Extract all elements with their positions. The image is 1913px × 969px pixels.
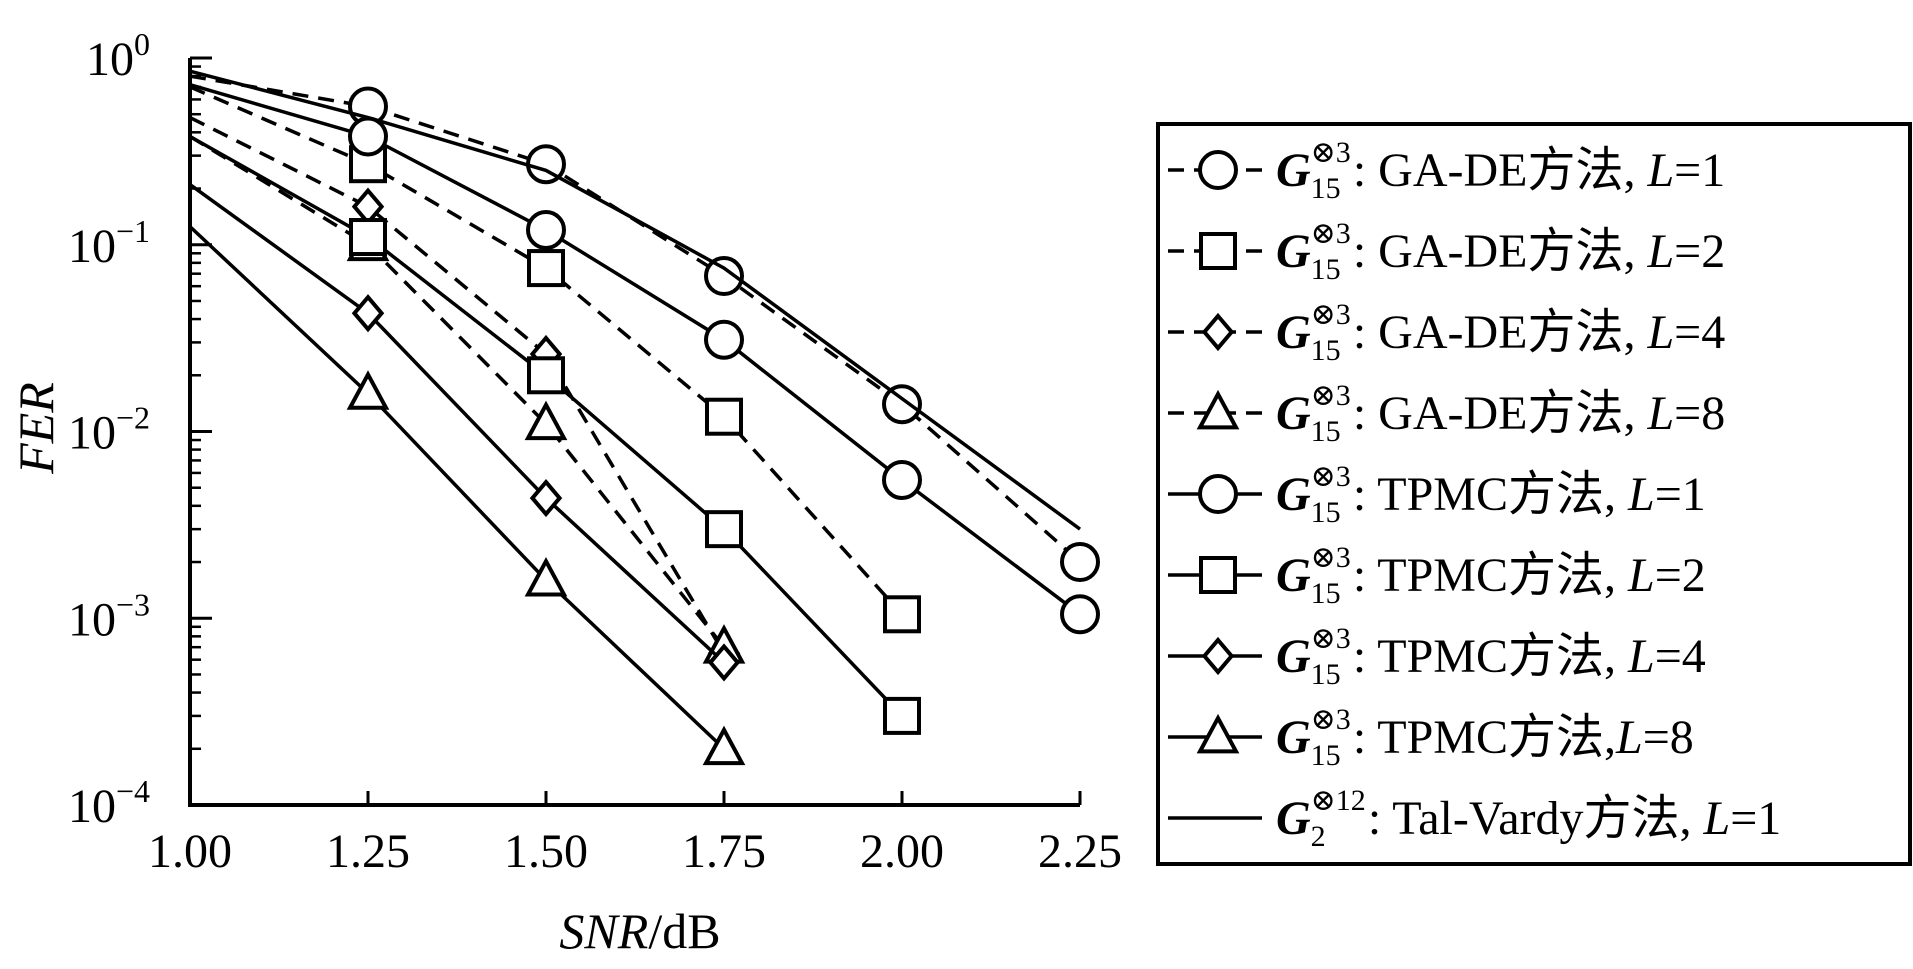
legend-item: G15⊗3: GA-DE方法, L=1 [1168, 136, 1725, 205]
series-line [189, 82, 1082, 616]
series-1 [189, 74, 1100, 583]
data-point-triangle [524, 557, 568, 597]
series-7 [188, 183, 741, 682]
data-point-triangle [702, 725, 746, 766]
legend-label: G15⊗3: TPMC方法, L=1 [1276, 460, 1706, 529]
data-point-circle [1060, 594, 1100, 635]
series-4 [189, 134, 746, 664]
data-point-square [705, 397, 743, 436]
x-tick-label: 1.75 [682, 825, 766, 878]
legend-item: G15⊗3: TPMC方法, L=2 [1168, 541, 1706, 610]
series-line [188, 183, 726, 664]
data-point-circle [1060, 542, 1100, 583]
data-point-square [1199, 556, 1237, 594]
series-2 [189, 85, 921, 634]
legend-label: G2⊗12: Tal-Vardy方法, L=1 [1276, 784, 1781, 853]
series-line [189, 74, 1082, 564]
legend-label: G15⊗3: GA-DE方法, L=8 [1276, 379, 1725, 448]
series-6 [189, 134, 921, 735]
data-point-circle [348, 116, 388, 157]
data-point-circle [704, 256, 744, 297]
legend-box [1156, 122, 1912, 866]
data-point-diamond [1201, 636, 1235, 676]
data-point-circle [882, 459, 922, 500]
legend-label: G15⊗3: TPMC方法, L=4 [1276, 622, 1706, 691]
legend-label: G15⊗3: TPMC方法,L=8 [1276, 703, 1694, 772]
x-tick-label: 1.25 [326, 825, 410, 878]
legend-label: G15⊗3: TPMC方法, L=2 [1276, 541, 1706, 610]
data-point-square [883, 696, 921, 735]
data-point-circle [1198, 150, 1238, 190]
x-tick-label: 1.50 [504, 825, 588, 878]
legend-label: G15⊗3: GA-DE方法, L=2 [1276, 217, 1725, 286]
legend-item: G15⊗3: TPMC方法, L=1 [1168, 460, 1706, 529]
legend-item: G2⊗12: Tal-Vardy方法, L=1 [1168, 784, 1781, 853]
x-axis-title: SNR/dB [559, 903, 720, 959]
x-ticks: 1.00 1.25 1.50 1.75 2.00 2.25 [148, 791, 1122, 878]
y-tick-label: 10−2 [68, 400, 150, 460]
data-point-circle [526, 209, 566, 250]
y-tick-label: 10−1 [68, 213, 150, 273]
data-point-triangle [346, 370, 390, 410]
data-point-triangle [1196, 389, 1240, 430]
legend-item: G15⊗3: GA-DE方法, L=8 [1168, 379, 1725, 448]
x-tick-label: 2.25 [1038, 825, 1122, 878]
data-point-diamond [1201, 312, 1235, 352]
data-point-square [705, 510, 743, 549]
y-tick-label: 10−3 [68, 586, 150, 646]
series-line [189, 69, 1082, 531]
series-5 [189, 82, 1100, 635]
legend-label: G15⊗3: GA-DE方法, L=1 [1276, 136, 1725, 205]
series-9 [189, 69, 1082, 531]
x-tick-label: 1.00 [148, 825, 232, 878]
legend-item: G15⊗3: TPMC方法, L=4 [1168, 622, 1706, 691]
data-point-square [883, 595, 921, 634]
data-point-triangle [524, 400, 568, 441]
data-point-square [527, 356, 565, 395]
data-point-diamond [707, 643, 741, 682]
legend: G15⊗3: GA-DE方法, L=1 G15⊗3: GA-DE方法, L=2 G1… [1156, 122, 1912, 866]
data-point-square [349, 218, 387, 257]
y-tick-label: 10−4 [68, 773, 150, 833]
data-point-diamond [351, 294, 385, 333]
data-point-triangle [1196, 713, 1240, 754]
series-3 [189, 115, 741, 673]
data-point-circle [882, 384, 922, 425]
series-line [189, 134, 726, 649]
legend-item: G15⊗3: GA-DE方法, L=4 [1168, 298, 1725, 367]
plot-area [188, 69, 1100, 766]
y-ticks: 100 10−1 10−2 10−3 10−4 [68, 26, 212, 833]
data-point-circle [704, 319, 744, 360]
series-8 [188, 225, 746, 766]
data-point-square [1199, 232, 1237, 270]
series-line [189, 115, 726, 655]
data-point-square [527, 249, 565, 288]
series-line [188, 225, 726, 751]
legend-item: G15⊗3: GA-DE方法, L=2 [1168, 217, 1725, 286]
data-point-circle [1198, 474, 1238, 514]
legend-label: G15⊗3: GA-DE方法, L=4 [1276, 298, 1725, 367]
data-point-diamond [351, 187, 385, 226]
x-tick-label: 2.00 [860, 825, 944, 878]
data-point-diamond [529, 478, 563, 518]
y-tick-label: 100 [86, 26, 150, 86]
legend-item: G15⊗3: TPMC方法,L=8 [1168, 703, 1694, 772]
y-axis-title: FER [8, 382, 64, 475]
